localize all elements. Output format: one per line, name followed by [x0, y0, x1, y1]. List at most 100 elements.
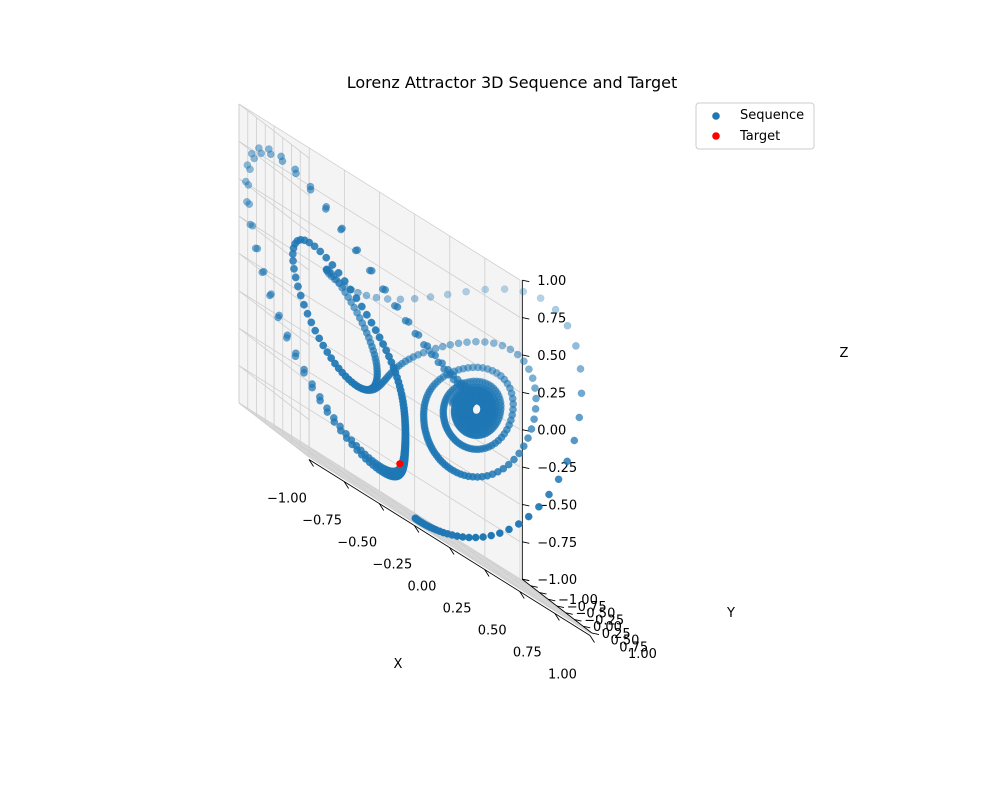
sequence-point — [319, 341, 328, 350]
sequence-point — [391, 472, 399, 481]
z-tick-label: −0.75 — [537, 536, 577, 551]
z-tick-mark — [522, 354, 530, 357]
x-tick-mark — [519, 591, 525, 599]
y-tick-label: −0.25 — [584, 613, 624, 628]
sequence-point — [328, 261, 337, 269]
sequence-point — [495, 529, 504, 538]
y-tick-mark — [530, 585, 538, 588]
z-tick-mark — [522, 279, 530, 283]
x-tick-mark — [413, 525, 420, 533]
sequence-point — [563, 321, 572, 330]
sequence-point — [274, 313, 283, 322]
sequence-point — [316, 396, 324, 405]
x-tick-mark — [343, 481, 350, 489]
y-tick-mark — [539, 592, 547, 595]
z-axis-label: Z — [840, 346, 849, 361]
sequence-point — [396, 295, 405, 304]
z-tick-label: −1.00 — [537, 573, 577, 588]
y-tick-mark — [583, 625, 591, 629]
z-tick-label: 0.00 — [537, 424, 566, 439]
sequence-point — [248, 221, 257, 230]
sequence-point — [468, 431, 477, 439]
sequence-point — [297, 291, 305, 300]
legend-marker-sequence — [712, 112, 720, 120]
sequence-point — [535, 502, 543, 511]
sequence-point — [300, 369, 308, 377]
sequence-point — [334, 269, 343, 277]
sequence-point — [375, 333, 384, 342]
sequence-point — [310, 242, 319, 251]
x-tick-mark — [554, 613, 560, 621]
sequence-point — [316, 247, 325, 256]
sequence-point — [527, 425, 536, 433]
sequence-point — [531, 384, 539, 392]
sequence-point — [352, 294, 361, 303]
sequence-point — [300, 301, 308, 309]
z-tick-label: 0.50 — [537, 349, 566, 364]
x-tick-mark — [484, 569, 490, 577]
sequence-point — [438, 342, 447, 351]
sequence-point — [290, 265, 298, 273]
legend-marker-target — [712, 132, 720, 140]
sequence-point — [481, 285, 490, 294]
z-tick-mark — [522, 429, 530, 432]
sequence-point — [323, 348, 332, 357]
y-tick-mark — [591, 632, 600, 636]
gridline — [238, 178, 521, 356]
z-tick-label: −0.50 — [537, 498, 577, 513]
sequence-point — [530, 415, 538, 424]
sequence-point — [464, 472, 473, 481]
sequence-point — [306, 182, 315, 191]
sequence-point — [381, 286, 390, 294]
sequence-point — [505, 525, 513, 534]
x-tick-label: 0.25 — [443, 602, 472, 617]
sequence-point — [498, 341, 507, 350]
x-tick-label: 0.75 — [513, 646, 542, 661]
sequence-point — [525, 365, 533, 374]
sequence-point — [278, 157, 287, 166]
sequence-point — [347, 285, 355, 294]
sequence-point — [353, 246, 362, 254]
y-tick-mark — [556, 605, 565, 609]
y-tick-label: 0.00 — [593, 620, 622, 635]
legend-label-sequence: Sequence — [740, 108, 804, 123]
z-tick-label: 0.25 — [537, 386, 566, 401]
sequence-point — [531, 405, 540, 413]
sequence-point — [315, 334, 324, 343]
target-point — [396, 460, 404, 468]
sequence-point — [536, 294, 545, 303]
sequence-point — [358, 302, 366, 311]
sequence-point — [372, 293, 381, 302]
z-tick-label: 1.00 — [537, 274, 566, 289]
sequence-point — [423, 342, 432, 350]
sequence-point — [481, 338, 489, 346]
x-tick-mark — [589, 635, 595, 643]
chart-title: Lorenz Attractor 3D Sequence and Target — [347, 73, 678, 92]
sequence-point — [363, 385, 372, 394]
sequence-point — [367, 319, 376, 327]
sequence-point — [410, 294, 419, 303]
gridline — [308, 456, 591, 634]
sequence-point — [291, 352, 300, 361]
sequence-point — [282, 333, 291, 342]
sequence-point — [462, 287, 470, 296]
sequence-point — [515, 449, 523, 458]
sequence-point — [519, 442, 528, 451]
sequence-point — [266, 291, 274, 300]
sequence-point — [520, 357, 528, 366]
sequence-point — [372, 326, 380, 335]
sequence-point — [465, 444, 474, 453]
sequence-point — [330, 418, 339, 426]
y-tick-label: 0.50 — [611, 634, 640, 649]
sequence-point — [563, 457, 572, 466]
sequence-point — [506, 345, 515, 354]
z-tick-label: −0.25 — [537, 461, 577, 476]
sequence-point — [414, 331, 423, 339]
x-tick-mark — [378, 503, 385, 511]
sequence-point — [362, 291, 371, 300]
sequence-point — [524, 434, 532, 442]
sequence-point — [338, 224, 346, 233]
sequence-point — [510, 455, 518, 464]
sequence-point — [446, 340, 455, 349]
z-tick-mark — [522, 578, 530, 582]
